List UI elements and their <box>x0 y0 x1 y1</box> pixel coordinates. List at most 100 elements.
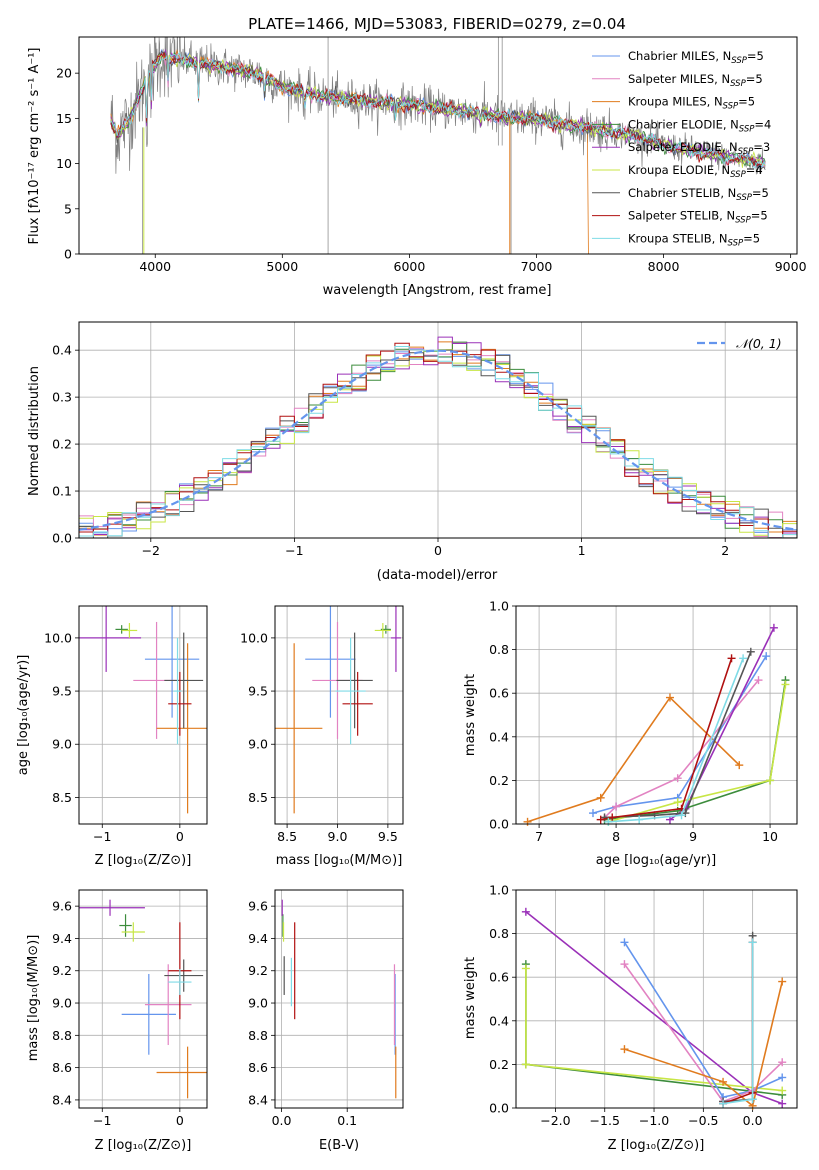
spectrum-legend-label: Kroupa STELIB, NSSP=5 <box>628 231 760 248</box>
legend-subscript: SSP <box>736 193 752 203</box>
legend-value: =3 <box>753 140 770 154</box>
mass-vs-ebv-ytick-label: 9.2 <box>248 963 268 978</box>
age-vs-z-ytick-label: 9.0 <box>52 737 72 752</box>
spectrum-legend-label: Chabrier STELIB, NSSP=5 <box>628 186 769 203</box>
age-vs-z-frame <box>78 605 208 825</box>
residuals-xtick-label: −1 <box>285 543 303 558</box>
residuals-panel: (data-model)/error Normed distribution <box>27 366 498 583</box>
legend-value: =5 <box>743 231 760 245</box>
mw-vs-age-series-salpeter_stelib <box>600 658 733 821</box>
mass-vs-z-xtick-label: −1 <box>93 1113 111 1128</box>
legend-subscript: SSP <box>738 147 754 157</box>
age-vs-mass-ytick-label: 9.5 <box>248 684 268 699</box>
residuals-frame <box>78 321 798 539</box>
residuals-xtick-label: 0 <box>434 543 442 558</box>
mw-vs-age-frame <box>515 605 798 825</box>
age-vs-z-xtick-label: 0 <box>176 829 184 844</box>
residuals-legend-label: 𝒩(0, 1) <box>736 336 782 351</box>
spectrum-xtick-label: 4000 <box>139 259 171 274</box>
residuals-ytick-label: 0.3 <box>52 390 72 405</box>
mass-vs-ebv-xtick-label: 0.1 <box>337 1113 357 1128</box>
spectrum-xtick-label: 6000 <box>394 259 426 274</box>
residuals-xtick-label: 2 <box>721 543 729 558</box>
mw-vs-z-xtick-label: −1.0 <box>639 1113 669 1128</box>
mass-vs-z-ytick-label: 9.2 <box>52 963 72 978</box>
spectrum-xtick-label: 7000 <box>521 259 553 274</box>
mass-vs-z-ytick-label: 9.0 <box>52 996 72 1011</box>
age-vs-z-ytick-label: 9.5 <box>52 684 72 699</box>
mw-vs-z-xtick-label: 0.0 <box>743 1113 763 1128</box>
mw-vs-age-ytick-label: 0.0 <box>489 817 509 832</box>
mw-vs-age-series-chabrier_stelib <box>604 651 752 819</box>
spectrum-title: PLATE=1466, MJD=53083, FIBERID=0279, z=0… <box>248 15 626 33</box>
mw-vs-age-series-kroupa_miles <box>527 696 740 823</box>
legend-subscript: SSP <box>730 170 746 180</box>
mw-age-ylabel: mass weight <box>463 674 478 756</box>
mw-vs-age-ytick-label: 0.8 <box>489 642 509 657</box>
legend-value: =5 <box>746 72 763 86</box>
spectrum-ylabel: Flux [fλ10⁻¹⁷ erg cm⁻² s⁻¹ A⁻¹] <box>27 48 42 245</box>
mw-vs-age-ytick-label: 1.0 <box>489 599 509 614</box>
mw-vs-age-xtick-label: 10 <box>762 829 778 844</box>
legend-value: =5 <box>747 49 764 63</box>
mass-vs-ebv-ytick-label: 8.6 <box>248 1060 268 1075</box>
mw-vs-z-frame <box>515 889 798 1109</box>
spectrum-model-kroupa_stelib <box>110 51 766 169</box>
mw-z-xlabel: Z [log₁₀(Z/Z⊙)] <box>608 1138 705 1153</box>
mw-vs-age-series-kroupa_stelib <box>608 658 744 823</box>
mass-vs-ebv-ytick-label: 8.4 <box>248 1092 268 1107</box>
mw-vs-z-ytick-label: 0.4 <box>489 1013 509 1028</box>
age-vs-z-points <box>79 606 207 814</box>
mass-vs-ebv-ytick-label: 9.0 <box>248 996 268 1011</box>
mw-vs-z-series-salpeter_miles <box>623 963 783 1103</box>
legend-subscript: SSP <box>723 102 739 112</box>
mass-vs-z-points <box>79 899 207 1099</box>
spectrum-legend-label: Kroupa ELODIE, NSSP=4 <box>628 163 763 180</box>
spectrum-legend-label: Chabrier ELODIE, NSSP=4 <box>628 117 771 134</box>
spectrum-ytick-label: 10 <box>56 156 72 171</box>
legend-value: =4 <box>746 163 763 177</box>
residuals-ylabel: Normed distribution <box>27 366 42 496</box>
age-vs-z-ytick-label: 10.0 <box>44 630 72 645</box>
mw-vs-age-ytick-label: 0.4 <box>489 729 509 744</box>
spectrum-ytick-label: 15 <box>56 111 72 126</box>
mass-z-xlabel: Z [log₁₀(Z/Z⊙)] <box>95 1138 192 1153</box>
age-vs-mass-points <box>275 606 401 814</box>
age-vs-mass-ytick-label: 10.0 <box>240 630 268 645</box>
spectrum-ytick-label: 0 <box>64 247 72 262</box>
mass-vs-ebv-ytick-label: 8.8 <box>248 1028 268 1043</box>
residuals-xtick-label: −2 <box>142 543 160 558</box>
mass-vs-z-ytick-label: 8.6 <box>52 1060 72 1075</box>
age-vs-mass-frame <box>274 605 404 825</box>
residuals-ytick-label: 0.0 <box>52 531 72 546</box>
age-z-xlabel: Z [log₁₀(Z/Z⊙)] <box>95 853 192 868</box>
mw-vs-z-series-kroupa_miles <box>624 981 783 1108</box>
legend-value: =5 <box>752 186 769 200</box>
spectrum-xtick-label: 9000 <box>775 259 807 274</box>
spectrum-legend-label: Salpeter ELODIE, NSSP=3 <box>628 140 770 157</box>
spectrum-model-chabrier_stelib <box>110 50 766 171</box>
legend-subscript: SSP <box>731 56 747 66</box>
mw-vs-z-ytick-label: 0.0 <box>489 1101 509 1116</box>
mw-vs-z-lines <box>521 907 787 1110</box>
mw-vs-z-xtick-label: −1.5 <box>590 1113 620 1128</box>
mw-vs-z-series-chabrier_stelib <box>723 935 754 1103</box>
spectrum-legend-label: Kroupa MILES, NSSP=5 <box>628 95 755 112</box>
mw-vs-z-xtick-label: −0.5 <box>688 1113 718 1128</box>
mw-z-ylabel: mass weight <box>463 957 478 1039</box>
legend-subscript: SSP <box>728 238 744 248</box>
residuals-hists <box>79 336 797 538</box>
mass-z-ylabel: mass [log₁₀(M/M⊙)] <box>26 935 41 1062</box>
mw-vs-age-xtick-label: 9 <box>689 829 697 844</box>
mw-vs-z-series-kroupa_stelib <box>722 942 754 1105</box>
spectrum-ytick-label: 5 <box>64 201 72 216</box>
spectrum-ytick-label: 20 <box>56 66 72 81</box>
mass-vs-ebv-ytick-label: 9.6 <box>248 899 268 914</box>
spectrum-frame <box>78 36 798 255</box>
mw-vs-z-ytick-label: 0.6 <box>489 970 509 985</box>
residuals-ytick-label: 0.1 <box>52 484 72 499</box>
mass-vs-z-frame <box>78 889 208 1109</box>
age-z-ylabel: age [log₁₀(age/yr)] <box>16 655 31 776</box>
age-vs-mass-ytick-label: 8.5 <box>248 790 268 805</box>
